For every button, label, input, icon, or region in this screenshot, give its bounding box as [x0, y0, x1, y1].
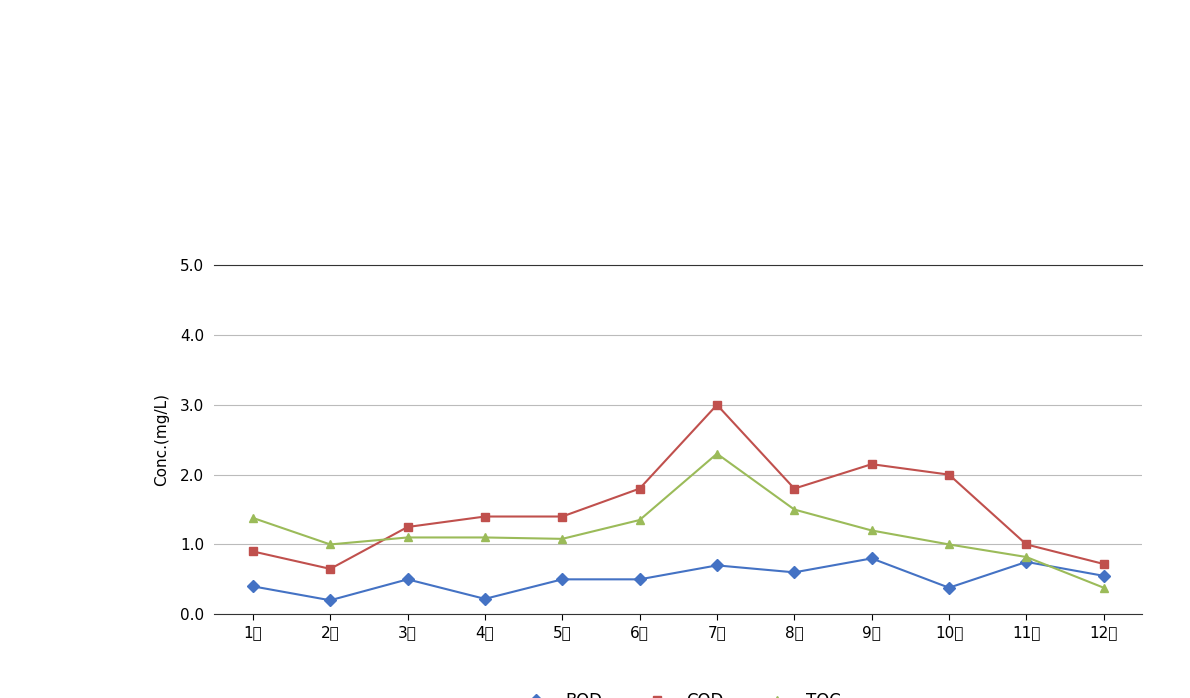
COD: [400, 523, 414, 531]
BOD: [1096, 572, 1110, 580]
TOC: [400, 533, 414, 542]
COD: [477, 512, 493, 521]
COD: [322, 565, 338, 573]
TOC: [942, 540, 957, 549]
TOC: [633, 516, 647, 524]
Line: TOC: TOC: [249, 450, 1108, 592]
BOD: [709, 561, 724, 570]
TOC: [322, 540, 338, 549]
TOC: [787, 505, 801, 514]
BOD: [245, 582, 259, 591]
COD: [555, 512, 569, 521]
TOC: [477, 533, 493, 542]
TOC: [709, 450, 724, 458]
TOC: [864, 526, 878, 535]
BOD: [477, 595, 493, 603]
BOD: [633, 575, 647, 584]
TOC: [1096, 584, 1110, 592]
BOD: [400, 575, 414, 584]
COD: [709, 401, 724, 409]
COD: [864, 460, 878, 468]
BOD: [787, 568, 801, 577]
BOD: [942, 584, 957, 592]
COD: [942, 470, 957, 479]
COD: [1096, 560, 1110, 568]
Line: COD: COD: [249, 401, 1108, 573]
TOC: [555, 535, 569, 543]
BOD: [322, 596, 338, 604]
TOC: [245, 514, 259, 522]
COD: [1019, 540, 1033, 549]
BOD: [1019, 558, 1033, 566]
Line: BOD: BOD: [249, 554, 1108, 604]
BOD: [555, 575, 569, 584]
COD: [633, 484, 647, 493]
BOD: [864, 554, 878, 563]
COD: [245, 547, 259, 556]
Legend: BOD, COD, TOC: BOD, COD, TOC: [509, 685, 847, 698]
COD: [787, 484, 801, 493]
Y-axis label: Conc.(mg/L): Conc.(mg/L): [155, 393, 169, 487]
TOC: [1019, 553, 1033, 561]
